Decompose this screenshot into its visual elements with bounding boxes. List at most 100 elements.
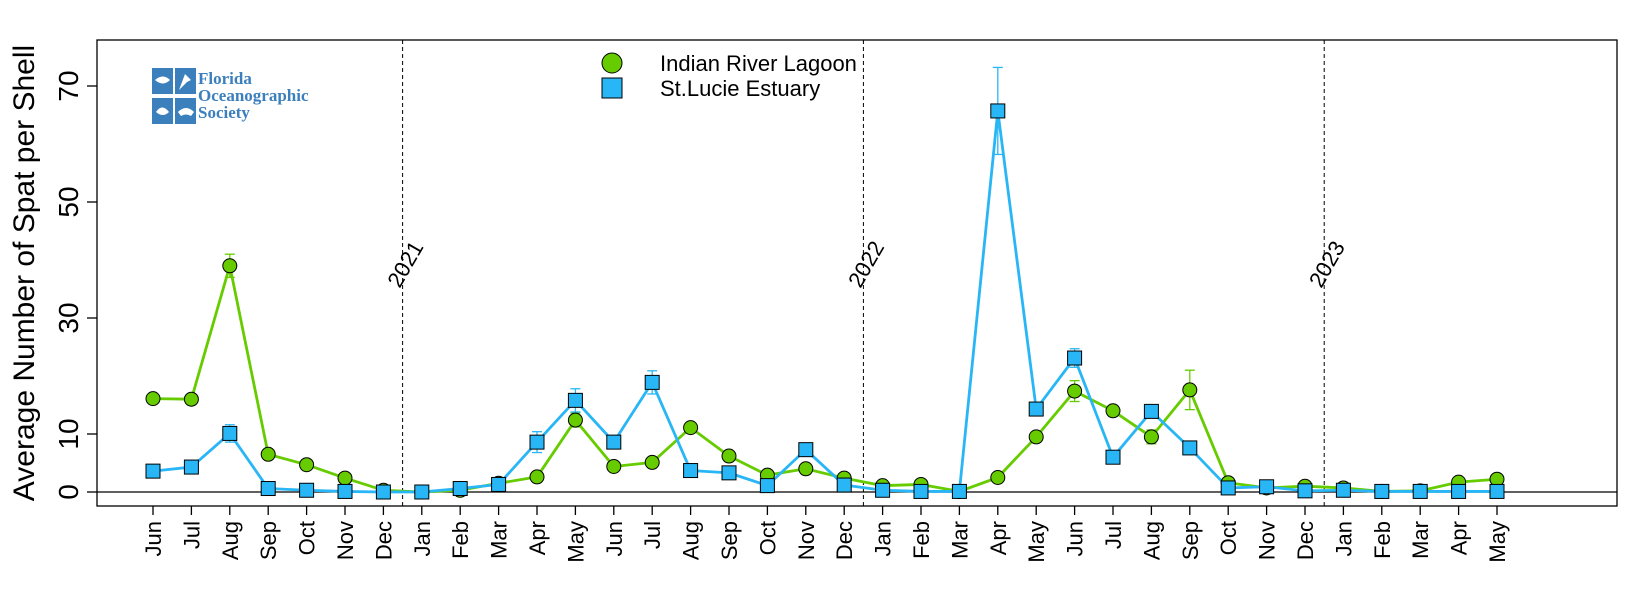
x-tick-label: Oct: [295, 521, 320, 555]
x-tick-label: Jan: [410, 521, 435, 556]
data-point-irl: [606, 458, 622, 474]
fish-icon: [155, 76, 170, 84]
data-point-irl: [567, 412, 583, 428]
series-line-1: [152, 109, 1497, 494]
x-tick-label: Jun: [1063, 521, 1088, 556]
data-point-sle: [1374, 483, 1390, 499]
data-point-irl: [183, 391, 199, 407]
turtle-icon: [156, 107, 169, 115]
data-point-sle: [913, 483, 929, 499]
x-tick-label: Nov: [333, 521, 358, 560]
data-point-irl: [222, 258, 238, 274]
x-tick-label: Jan: [1331, 521, 1356, 556]
data-point-sle: [1028, 401, 1044, 417]
data-point-sle: [1412, 483, 1428, 499]
y-tick-label: 0: [53, 484, 84, 500]
data-point-sle: [337, 483, 353, 499]
x-tick-label: Dec: [832, 521, 857, 560]
year-label: 2022: [843, 237, 889, 292]
data-point-sle: [1220, 480, 1236, 496]
y-axis: 0 10 30 50 70: [53, 70, 97, 500]
data-point-sle: [452, 481, 468, 497]
y-tick-label: 70: [53, 70, 84, 101]
x-tick-label: Mar: [487, 521, 512, 559]
x-tick-label: Jan: [871, 521, 896, 556]
data-point-sle: [414, 484, 430, 500]
data-point-sle: [1489, 483, 1505, 499]
data-point-sle: [951, 483, 967, 499]
plot-frame: [96, 39, 1618, 507]
data-point-sle: [567, 392, 583, 408]
data-point-sle: [683, 463, 699, 479]
data-point-sle: [1105, 449, 1121, 465]
data-point-sle: [644, 374, 660, 390]
x-tick-label: May: [563, 521, 588, 563]
x-tick-label: Apr: [1447, 521, 1472, 555]
pelican-icon: [179, 74, 191, 90]
x-tick-label: Mar: [947, 521, 972, 559]
legend: Indian River Lagoon St.Lucie Estuary: [601, 51, 857, 101]
x-tick-label: Nov: [794, 521, 819, 560]
data-point-sle: [1451, 483, 1467, 499]
data-point-irl: [683, 420, 699, 436]
x-tick-label: Dec: [1293, 521, 1318, 560]
data-point-sle: [798, 442, 814, 458]
data-point-sle: [1259, 479, 1275, 495]
x-tick-label: Jun: [141, 521, 166, 556]
data-point-sle: [836, 477, 852, 493]
data-point-irl: [145, 391, 161, 407]
data-point-irl: [1028, 429, 1044, 445]
data-point-sle: [721, 465, 737, 481]
logo-line-2: Oceanographic: [198, 86, 309, 105]
x-tick-label: Feb: [909, 521, 934, 559]
data-point-sle: [1143, 403, 1159, 419]
logo-line-1: Florida: [198, 69, 252, 88]
series-layer: [145, 66, 1505, 500]
data-point-irl: [529, 469, 545, 485]
data-point-irl: [299, 457, 315, 473]
x-tick-label: Nov: [1255, 521, 1280, 560]
data-point-irl: [721, 448, 737, 464]
data-point-irl: [644, 454, 660, 470]
data-point-sle: [375, 484, 391, 500]
y-axis-title: Average Number of Spat per Shell: [8, 45, 41, 501]
data-point-irl: [1067, 383, 1083, 399]
x-tick-label: Sep: [256, 521, 281, 560]
data-point-sle: [875, 482, 891, 498]
x-tick-label: Aug: [218, 521, 243, 560]
data-point-sle: [1297, 483, 1313, 499]
x-tick-label: Jul: [640, 521, 665, 549]
data-point-sle: [759, 478, 775, 494]
data-point-sle: [990, 103, 1006, 119]
legend-label-irl: Indian River Lagoon: [660, 51, 857, 76]
x-tick-label: May: [1024, 521, 1049, 563]
legend-marker-sle: [601, 77, 623, 99]
data-point-irl: [1182, 382, 1198, 398]
data-point-irl: [1143, 429, 1159, 445]
x-tick-label: Sep: [1178, 521, 1203, 560]
data-point-sle: [1182, 440, 1198, 456]
x-tick-label: Aug: [679, 521, 704, 560]
x-tick-label: Aug: [1139, 521, 1164, 560]
year-label: 2021: [382, 237, 428, 292]
y-tick-label: 30: [53, 302, 84, 333]
x-tick-label: May: [1485, 521, 1510, 563]
logo-line-3: Society: [198, 103, 250, 122]
x-axis: Jun Jul Aug Sep Oct Nov Dec Jan Feb Mar Apr May Jun J…: [141, 506, 1510, 563]
x-tick-label: Oct: [1216, 521, 1241, 555]
legend-label-sle: St.Lucie Estuary: [660, 76, 820, 101]
data-point-irl: [990, 470, 1006, 485]
legend-marker-irl: [601, 52, 623, 74]
data-point-irl: [1105, 403, 1121, 419]
data-point-sle: [145, 463, 161, 479]
data-point-irl: [337, 470, 353, 486]
x-tick-label: Apr: [986, 521, 1011, 555]
y-tick-label: 10: [53, 418, 84, 449]
year-label: 2023: [1304, 237, 1350, 292]
x-tick-label: Jul: [1101, 521, 1126, 549]
data-point-irl: [260, 446, 276, 462]
data-point-sle: [529, 434, 545, 450]
x-tick-label: Dec: [371, 521, 396, 560]
data-point-sle: [491, 476, 507, 492]
